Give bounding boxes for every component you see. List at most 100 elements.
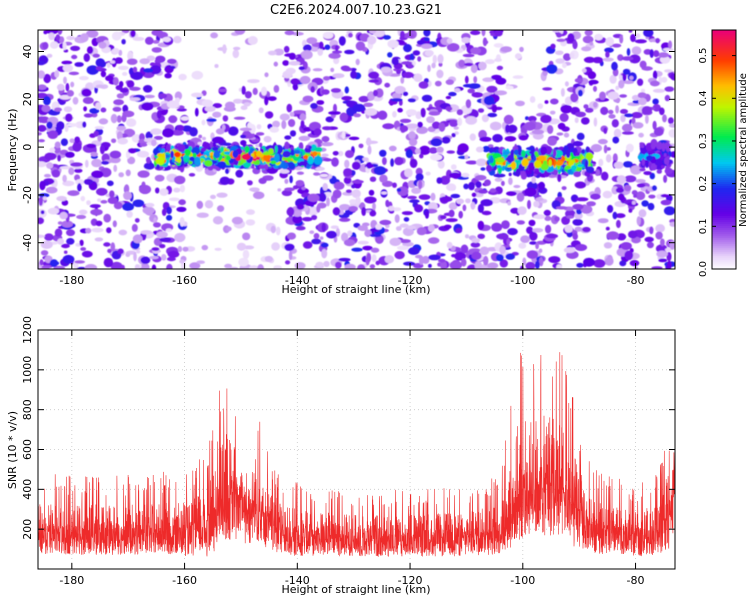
snr-x-axis-label: Height of straight line (km) <box>281 583 430 596</box>
spectrogram-cell <box>638 97 647 106</box>
spectrogram-cell <box>163 36 171 43</box>
spectrogram-cell <box>86 200 91 206</box>
spectrogram-cell <box>123 191 132 201</box>
spectrogram-cell <box>479 136 492 142</box>
spectrogram-cell <box>150 128 162 135</box>
spectrogram-cell <box>404 168 413 178</box>
spectrogram-cell <box>41 265 53 269</box>
spectrogram-cell <box>483 255 489 266</box>
spectrogram-cell <box>645 114 649 124</box>
spectrogram-cell <box>554 216 560 222</box>
spectrogram-cell <box>468 181 475 191</box>
spectrogram-cell <box>450 193 461 199</box>
x-tick-label: -80 <box>627 274 645 287</box>
spectrogram-cell <box>328 52 341 59</box>
spectrogram-cell <box>411 187 421 194</box>
spectrogram-cell <box>286 103 293 113</box>
spectrogram-cell <box>221 124 226 131</box>
spectrogram-cell <box>179 217 185 227</box>
colorbar-band <box>712 133 736 137</box>
spectrogram-cell <box>664 142 669 150</box>
spectrogram-cell <box>285 260 291 265</box>
spectrogram-cell <box>465 234 469 239</box>
spectrogram-cell <box>107 248 112 254</box>
spectrogram-cell <box>572 40 578 50</box>
spectrogram-cell <box>100 200 108 204</box>
spectrogram-cell <box>400 76 405 84</box>
spectrogram-cell <box>369 210 377 217</box>
spectrogram-cell <box>402 71 414 79</box>
spectrogram-cell <box>647 202 655 211</box>
spectrogram-cell <box>98 41 107 49</box>
spectrogram-cell <box>611 61 618 71</box>
spectrogram-cell <box>110 242 116 252</box>
spectrogram-cell <box>355 41 366 51</box>
spectrogram-cell <box>290 78 301 85</box>
spectrogram-cell <box>593 259 606 268</box>
spectrogram-cell <box>351 184 356 189</box>
spectrogram-cell <box>608 114 616 119</box>
spectrogram-cell <box>587 71 597 80</box>
spectrogram-cell <box>545 224 552 234</box>
spectrogram-cell <box>474 192 484 198</box>
spectrogram-cell <box>521 150 526 158</box>
spectrogram-cell <box>583 56 596 64</box>
spectrogram-cell <box>273 61 278 67</box>
spectrogram-cell <box>40 210 45 215</box>
spectrogram-cell <box>525 116 529 121</box>
spectrogram-cell <box>79 239 84 246</box>
spectrogram-cell <box>525 261 536 269</box>
colorbar-band <box>712 163 736 167</box>
spectrogram-cell <box>535 260 540 269</box>
spectrogram-cell <box>436 177 443 184</box>
spectrogram-cell <box>473 76 478 84</box>
spectrogram-cell <box>310 103 318 109</box>
spectrogram-cell <box>145 202 155 208</box>
spectrogram-cell <box>171 129 184 136</box>
colorbar-ticks: 0.0 0.1 0.2 0.3 0.4 0.5 <box>698 48 736 277</box>
spectrogram-cell <box>95 66 103 71</box>
spectrogram-cell <box>413 73 423 82</box>
spectrogram-cell <box>106 62 111 68</box>
spectrogram-cell <box>40 240 53 249</box>
spectrogram-cell <box>344 49 355 55</box>
spectrogram-cell <box>54 228 63 237</box>
spectrogram-cell <box>417 56 422 62</box>
spectrogram-cell <box>586 175 593 182</box>
spectrogram-cell <box>156 231 168 239</box>
colorbar-band <box>712 261 736 264</box>
spectrogram-cell <box>420 107 426 118</box>
colorbar-band <box>712 175 736 178</box>
spectrogram-cell <box>240 134 247 139</box>
spectrogram-cell <box>496 164 502 169</box>
spectrogram-cell <box>284 135 292 140</box>
spectrogram-cell <box>177 144 186 153</box>
spectrogram-cell <box>375 223 383 230</box>
spectrogram-cell <box>428 147 438 154</box>
spectrogram-cell <box>222 115 229 122</box>
spectrogram-cell <box>611 119 619 128</box>
spectrogram-cell <box>624 113 634 118</box>
colorbar-band <box>712 55 736 59</box>
x-tick-label: -160 <box>172 274 197 287</box>
spectrogram-cell <box>487 144 494 148</box>
spectrogram-cell <box>61 220 73 228</box>
spectrogram-cell <box>156 110 162 119</box>
colorbar-band <box>712 75 736 79</box>
spectrogram-cell <box>457 143 469 153</box>
spectrogram-cell <box>414 204 424 213</box>
spectrogram-cell <box>198 134 203 139</box>
spectrogram-cell <box>214 64 219 68</box>
spectrogram-cell <box>529 241 537 245</box>
spectrogram-cell <box>408 131 416 140</box>
spectrogram-cell <box>626 143 634 153</box>
spectrogram-cell <box>574 244 588 251</box>
spectrogram-cell <box>552 169 559 176</box>
spectrogram-cell <box>549 110 556 115</box>
spectrogram-cell <box>491 74 502 80</box>
spectrogram-cell <box>210 32 219 39</box>
spectrogram-cell <box>658 258 668 263</box>
spectrogram-cell <box>474 260 483 269</box>
spectrogram-cell <box>60 138 68 146</box>
spectrogram-cell <box>68 167 75 175</box>
